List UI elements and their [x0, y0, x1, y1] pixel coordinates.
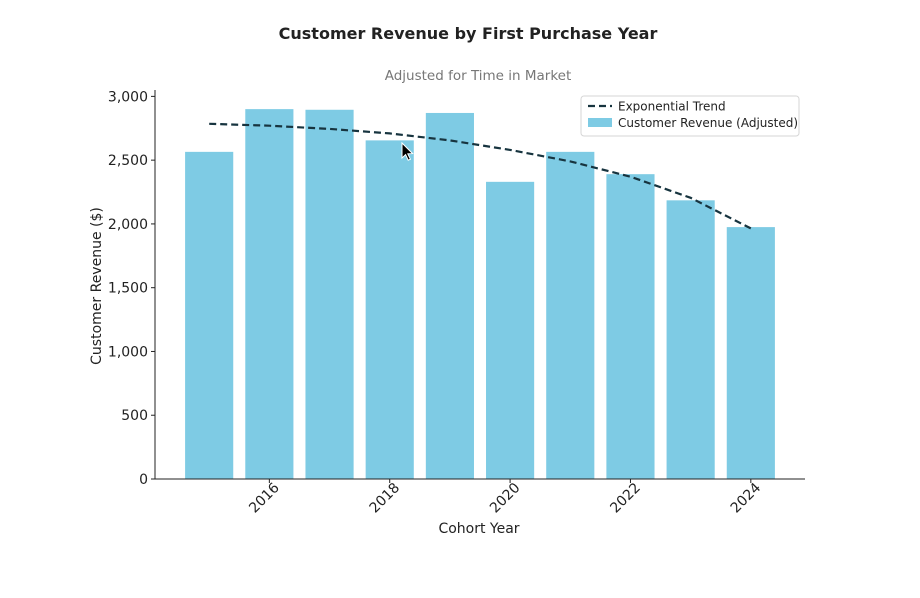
bar-2016 [245, 109, 294, 479]
legend-bar-swatch [588, 118, 612, 127]
y-tick-label: 500 [121, 408, 148, 424]
x-tick-label: 2016 [246, 480, 283, 517]
legend-trend-label: Exponential Trend [618, 100, 726, 114]
y-axis-label: Customer Revenue ($) [89, 207, 105, 365]
legend-frame [580, 95, 800, 137]
mouse-cursor-icon [401, 141, 414, 161]
y-tick-label: 3,000 [108, 89, 148, 105]
bars-layer [185, 109, 775, 480]
bar-2015 [185, 151, 234, 480]
bar-2020 [486, 181, 535, 479]
y-tick-label: 0 [139, 472, 148, 488]
y-tick-label: 2,000 [108, 217, 148, 233]
bar-2023 [666, 200, 715, 480]
bar-2018 [365, 140, 414, 479]
bar-2022 [606, 174, 655, 479]
chart-subtitle: Adjusted for Time in Market [385, 68, 572, 84]
bar-2017 [305, 109, 354, 479]
x-tick-label: 2020 [487, 480, 524, 517]
trend-line [209, 122, 752, 230]
bar-2021 [546, 151, 595, 480]
chart-title: Customer Revenue by First Purchase Year [279, 24, 658, 43]
y-tick-label: 1,000 [108, 344, 148, 360]
bar-2024 [726, 227, 775, 479]
x-tick-label: 2022 [607, 480, 644, 517]
legend-bar-label: Customer Revenue (Adjusted) [618, 116, 798, 130]
bar-2019 [425, 112, 474, 480]
x-tick-label: 2024 [728, 480, 765, 517]
y-tick-label: 2,500 [108, 153, 148, 169]
x-tick-label: 2018 [367, 480, 404, 517]
legend: Exponential Trend Customer Revenue (Adju… [580, 95, 800, 137]
x-axis-label: Cohort Year [438, 521, 519, 537]
y-tick-label: 1,500 [108, 281, 148, 297]
trend-layer [209, 122, 752, 230]
